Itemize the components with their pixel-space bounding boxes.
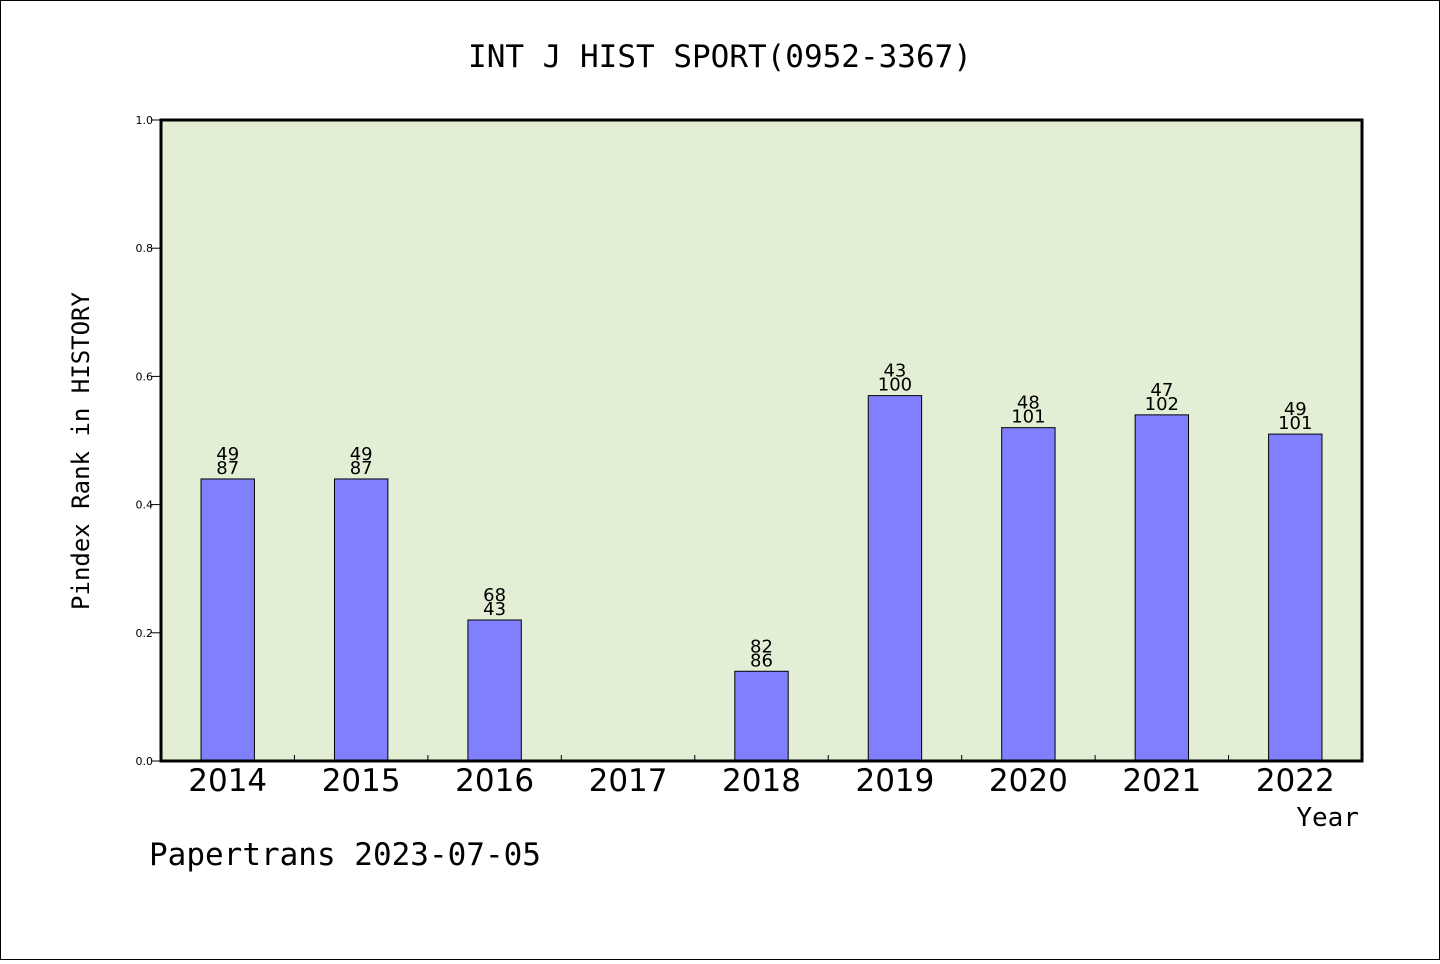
bar-2022 — [1268, 433, 1323, 762]
data-label-bottom: 101 — [1278, 413, 1312, 434]
data-label-bottom: 101 — [1011, 407, 1045, 428]
x-tick-label: 2018 — [722, 763, 801, 799]
data-label-bottom: 87 — [350, 458, 373, 479]
bar-2016 — [467, 619, 522, 762]
x-axis: 2014 2015 2016 2017 2018 2019 2020 2021 2022 — [188, 755, 1335, 799]
y-tick-label: 0.4 — [136, 499, 154, 512]
x-tick-label: 2019 — [855, 763, 934, 799]
chart-title: INT J HIST SPORT(0952-3367) — [468, 39, 972, 75]
data-label-top: 43 — [883, 361, 906, 382]
bar-2018 — [734, 670, 789, 762]
y-tick-label: 0.6 — [136, 370, 154, 383]
x-axis-label: Year — [1296, 803, 1359, 833]
bar-2014 — [200, 478, 255, 762]
data-label-top: 49 — [1284, 399, 1307, 420]
y-axis-label: Pindex Rank in HISTORY — [67, 292, 95, 610]
y-tick-label: 0.0 — [136, 755, 154, 768]
x-tick-label: 2016 — [455, 763, 534, 799]
bar-2019 — [867, 395, 923, 762]
data-label-top: 48 — [1017, 393, 1040, 414]
data-label-bottom: 43 — [483, 599, 506, 620]
bar-2020 — [1001, 427, 1056, 762]
data-label-bottom: 87 — [216, 458, 239, 479]
y-tick-label: 1.0 — [136, 114, 154, 127]
footer-text: Papertrans 2023-07-05 — [149, 837, 541, 873]
y-tick-label: 0.2 — [136, 627, 154, 640]
x-tick-label: 2014 — [188, 763, 267, 799]
x-tick-label: 2022 — [1256, 763, 1335, 799]
data-label-top: 68 — [483, 585, 506, 606]
data-label-bottom: 100 — [878, 375, 912, 396]
data-label-top: 49 — [350, 444, 373, 465]
data-label-top: 47 — [1150, 380, 1173, 401]
data-label-top: 49 — [216, 444, 239, 465]
plot-frame — [159, 118, 1364, 763]
x-tick-label: 2020 — [989, 763, 1068, 799]
bar-2015 — [333, 478, 389, 762]
x-tick-label: 2021 — [1122, 763, 1201, 799]
data-label-top: 82 — [750, 636, 773, 657]
y-tick-label: 0.8 — [136, 242, 154, 255]
data-label-bottom: 86 — [750, 650, 773, 671]
x-tick-label: 2017 — [589, 763, 668, 799]
bar-2021 — [1134, 414, 1190, 762]
data-label-bottom: 102 — [1145, 394, 1179, 415]
x-tick-label: 2015 — [322, 763, 401, 799]
y-axis: 0.0 0.2 0.4 0.6 0.8 1.0 — [136, 114, 161, 768]
